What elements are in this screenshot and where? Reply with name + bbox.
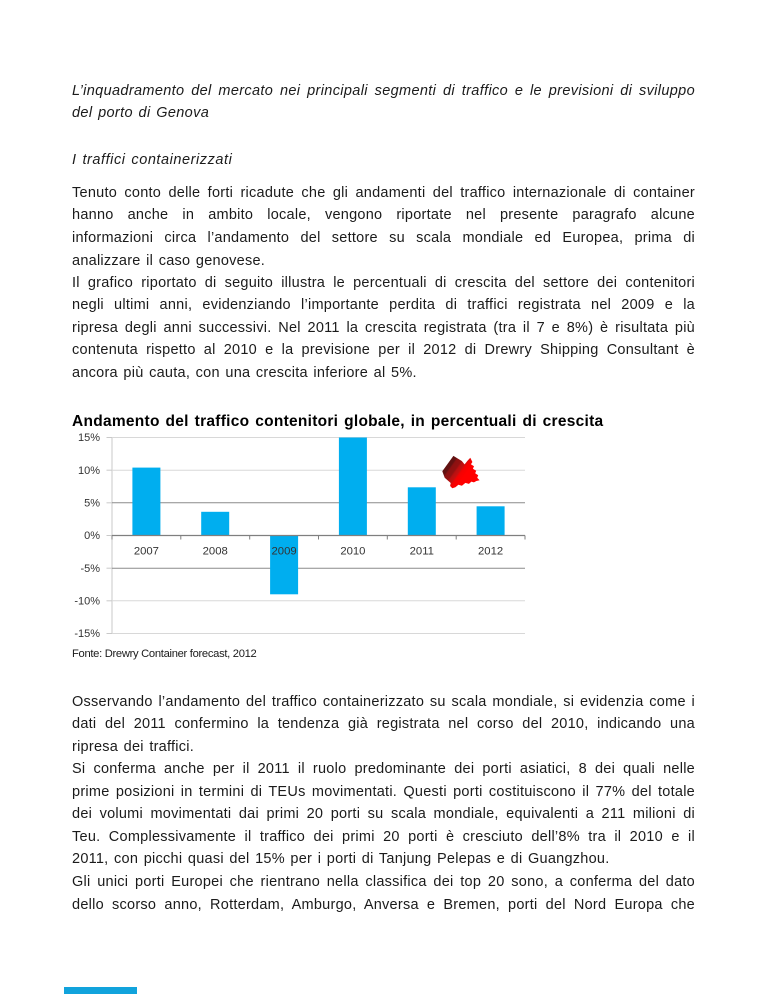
svg-text:10%: 10% xyxy=(78,465,100,477)
svg-text:-15%: -15% xyxy=(74,628,100,640)
svg-text:0%: 0% xyxy=(84,530,100,542)
svg-text:2009: 2009 xyxy=(272,546,297,558)
svg-text:5%: 5% xyxy=(84,497,100,509)
svg-text:2007: 2007 xyxy=(134,546,159,558)
svg-text:-10%: -10% xyxy=(74,595,100,607)
svg-text:2008: 2008 xyxy=(203,546,228,558)
svg-text:15%: 15% xyxy=(78,432,100,444)
svg-text:2012: 2012 xyxy=(478,546,503,558)
svg-text:2010: 2010 xyxy=(340,546,365,558)
svg-text:-5%: -5% xyxy=(80,563,100,575)
svg-text:2011: 2011 xyxy=(410,546,434,558)
